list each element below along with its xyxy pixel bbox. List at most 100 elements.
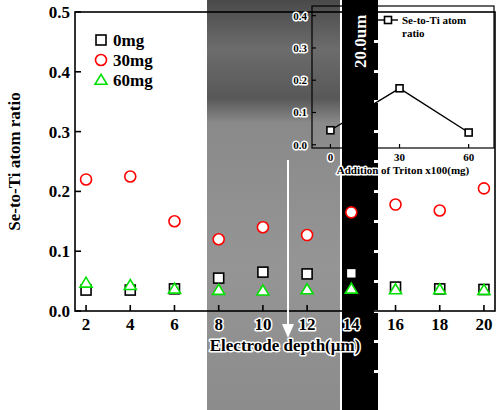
x-axis-title: Addition of Triton x100(mg)	[337, 164, 470, 177]
data-point	[168, 283, 180, 293]
data-point	[396, 85, 403, 92]
y-tick	[75, 131, 81, 133]
x-tick-label: 16	[387, 315, 404, 334]
y-tick-label: 0.1	[293, 106, 307, 118]
y-tick	[312, 144, 316, 145]
y-tick	[75, 310, 81, 312]
x-tick	[351, 305, 353, 311]
chart: 24681012141618200.00.10.20.30.40.5Electr…	[0, 0, 501, 410]
y-tick-label: 0.2	[293, 74, 307, 86]
data-point	[345, 283, 357, 293]
legend: 0mg30mg60mg	[95, 31, 153, 90]
legend-marker	[96, 55, 107, 66]
legend-label: Se-to-Ti atomratio	[402, 14, 466, 39]
data-point	[346, 268, 356, 278]
y-tick	[312, 47, 316, 48]
data-point	[124, 280, 136, 290]
data-point	[169, 284, 179, 294]
scale-tick	[374, 160, 378, 163]
data-point	[434, 284, 446, 294]
scale-label: 20.0um	[351, 15, 370, 68]
data-point	[214, 273, 224, 283]
data-point	[390, 284, 402, 294]
x-tick-label: 60	[463, 151, 475, 163]
x-tick-label: 12	[299, 315, 316, 334]
x-tick-label: 14	[343, 315, 361, 334]
data-point	[81, 174, 92, 185]
scale-tick	[374, 70, 378, 73]
data-point	[169, 216, 180, 227]
y-tick	[312, 80, 316, 81]
data-group	[80, 171, 490, 295]
data-point	[479, 284, 489, 294]
data-point	[465, 129, 472, 136]
legend-label: 60mg	[113, 71, 153, 90]
data-point	[434, 205, 445, 216]
data-point	[478, 183, 489, 194]
scale-tick	[374, 40, 378, 43]
x-tick-label: 6	[170, 315, 179, 334]
x-tick-label: 0	[328, 151, 334, 163]
legend: Se-to-Ti atomratio	[378, 14, 466, 39]
x-tick-label: 10	[254, 315, 271, 334]
plot-frame	[75, 12, 495, 311]
data-point	[213, 234, 224, 245]
x-tick	[85, 305, 87, 311]
y-tick-label: 0.0	[49, 302, 70, 321]
data-point	[478, 284, 490, 294]
data-point	[258, 267, 268, 277]
scale-tick	[374, 370, 378, 373]
arrow	[287, 160, 289, 326]
data-point	[302, 269, 312, 279]
x-tick	[174, 305, 176, 311]
plot-frame	[312, 6, 494, 148]
series-line	[330, 88, 468, 132]
x-tick	[395, 305, 397, 311]
data-point	[213, 284, 225, 294]
data-point	[390, 199, 401, 210]
y-tick	[75, 71, 81, 73]
scale-tick	[374, 130, 378, 133]
x-tick	[129, 305, 131, 311]
scale-tick	[374, 190, 378, 193]
legend-label: 0mg	[113, 31, 145, 50]
y-tick	[312, 112, 316, 113]
data-point	[435, 284, 445, 294]
x-tick	[218, 305, 220, 311]
scale-tick	[374, 280, 378, 283]
arrow-head	[282, 324, 294, 338]
data-point	[257, 285, 269, 295]
x-tick	[483, 305, 485, 311]
y-tick-label: 0.0	[293, 139, 307, 151]
y-tick-label: 0.2	[49, 182, 70, 201]
y-tick-label: 0.3	[49, 123, 70, 142]
x-tick	[306, 305, 308, 311]
y-tick-label: 0.4	[293, 10, 307, 22]
x-tick	[262, 305, 264, 311]
data-group	[327, 85, 472, 136]
y-tick	[75, 250, 81, 252]
data-point	[80, 277, 92, 287]
data-point	[346, 207, 357, 218]
y-axis-title: Se-to-Ti atom ratio	[5, 92, 24, 231]
x-tick-label: 20	[475, 315, 492, 334]
legend-marker	[96, 35, 106, 45]
data-point	[302, 230, 313, 241]
data-point	[257, 222, 268, 233]
data-point	[125, 171, 136, 182]
x-tick	[330, 144, 331, 148]
panel-0: 24681012141618200.00.10.20.30.40.5Electr…	[5, 3, 495, 355]
x-axis-title: Electrode depth(μm)	[210, 336, 361, 355]
panel-1: 0 30 60 0.0 0.1 0.2 0.3 0.4 Addition of Triton x…	[293, 6, 494, 177]
x-tick-label: 30	[394, 151, 406, 163]
x-tick-label: 2	[82, 315, 91, 334]
y-tick-label: 0.3	[293, 42, 307, 54]
y-tick-label: 0.4	[49, 63, 71, 82]
y-tick-label: 0.1	[49, 242, 70, 261]
x-tick	[468, 144, 469, 148]
legend-label: 30mg	[113, 51, 153, 70]
scale-tick	[374, 220, 378, 223]
y-tick	[75, 191, 81, 193]
scale-tick	[374, 250, 378, 253]
data-point	[301, 284, 313, 294]
